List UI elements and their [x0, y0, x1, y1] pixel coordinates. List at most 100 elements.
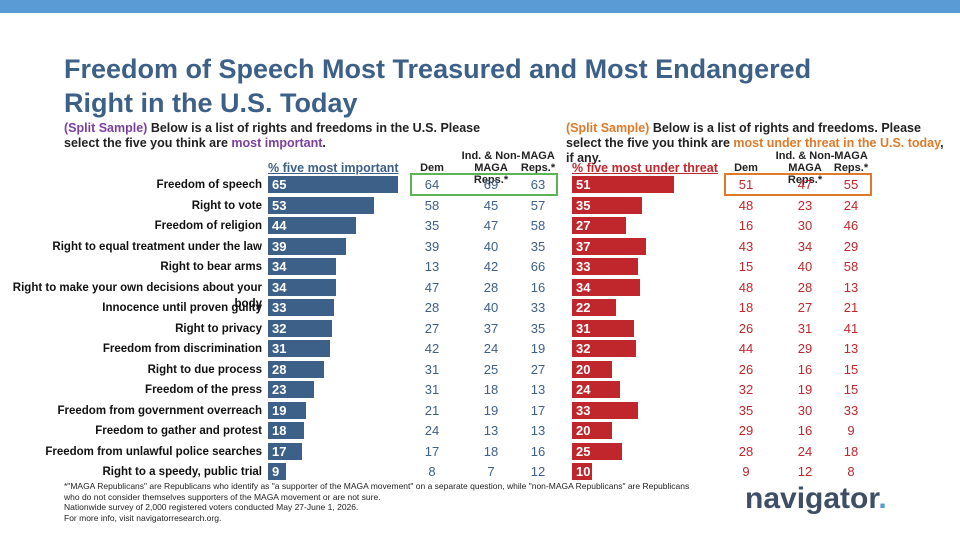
- threat-bar-label-innocence-until-proven-guilty: 22: [576, 300, 591, 315]
- important-bar-label-right-to-make-your-own-decisions-about-your-body: 34: [272, 279, 287, 295]
- row-label-right-to-due-process: Right to due process: [147, 363, 262, 376]
- row-label-right-to-vote: Right to vote: [191, 199, 262, 212]
- threat-ind-nonmaga-value-right-to-privacy: 31: [797, 320, 813, 336]
- important-bar-label-right-to-privacy: 32: [272, 320, 287, 336]
- important-ind-nonmaga-value-right-to-privacy: 37: [483, 320, 499, 336]
- important-maga-value-right-to-equal-treatment-under-the-law: 35: [530, 238, 546, 254]
- important-ind-nonmaga-value-freedom-of-religion: 47: [483, 218, 499, 233]
- threat-maga-value-right-to-vote: 24: [843, 197, 859, 213]
- threat-dem-value-freedom-from-discrimination: 44: [738, 341, 754, 356]
- threat-maga-value-right-to-due-process: 15: [843, 361, 859, 377]
- threat-ind-nonmaga-value-freedom-of-the-press: 19: [797, 382, 813, 397]
- important-dem-value-right-to-vote: 58: [424, 197, 440, 213]
- important-ind-nonmaga-value-freedom-of-speech: 69: [483, 177, 499, 192]
- threat-bar-label-freedom-to-gather-and-protest: 20: [576, 423, 591, 438]
- important-maga-value-right-to-a-speedy-public-trial: 12: [530, 464, 546, 479]
- important-bar-right-to-equal-treatment-under-the-law: [268, 237, 346, 255]
- important-ind-nonmaga-value-innocence-until-proven-guilty: 40: [483, 300, 499, 315]
- threat-dem-value-right-to-vote: 48: [738, 197, 754, 213]
- important-ind-nonmaga-value-right-to-bear-arms: 42: [483, 259, 499, 274]
- threat-bar-label-freedom-of-the-press: 24: [576, 382, 591, 397]
- row-label-freedom-of-speech: Freedom of speech: [156, 179, 262, 191]
- important-maga-value-right-to-privacy: 35: [530, 320, 546, 336]
- threat-maga-value-right-to-make-your-own-decisions-about-your-body: 13: [843, 279, 859, 295]
- threat-dem-value-innocence-until-proven-guilty: 18: [738, 300, 754, 315]
- row-label-freedom-from-discrimination: Freedom from discrimination: [102, 343, 262, 355]
- left-dem-header: Dem: [420, 162, 444, 174]
- threat-ind-nonmaga-value-freedom-from-unlawful-police-searches: 24: [797, 443, 813, 459]
- threat-bar-label-right-to-a-speedy-public-trial: 10: [576, 464, 591, 479]
- important-dem-value-freedom-to-gather-and-protest: 24: [424, 423, 440, 438]
- important-dem-value-freedom-from-unlawful-police-searches: 17: [424, 443, 440, 459]
- important-bar-label-right-to-vote: 53: [272, 197, 287, 213]
- important-ind-nonmaga-value-right-to-equal-treatment-under-the-law: 40: [483, 238, 499, 254]
- threat-dem-value-freedom-of-the-press: 32: [738, 382, 754, 397]
- threat-maga-value-freedom-from-discrimination: 13: [843, 341, 859, 356]
- threat-ind-nonmaga-value-right-to-a-speedy-public-trial: 12: [797, 464, 813, 479]
- threat-bar-label-freedom-of-speech: 51: [576, 177, 591, 192]
- threat-ind-nonmaga-value-right-to-equal-treatment-under-the-law: 34: [797, 238, 813, 254]
- important-maga-value-freedom-of-religion: 58: [530, 218, 546, 233]
- important-ind-nonmaga-value-freedom-from-unlawful-police-searches: 18: [483, 443, 499, 459]
- threat-ind-nonmaga-value-right-to-vote: 23: [797, 197, 813, 213]
- row-label-freedom-from-government-overreach: Freedom from government overreach: [57, 404, 262, 417]
- right-question-highlight: most under threat in the U.S. today: [733, 136, 941, 150]
- footnote-more-info: For more info, visit navigatorresearch.o…: [64, 512, 222, 523]
- left-question-highlight: most important: [231, 136, 323, 150]
- important-dem-value-freedom-of-the-press: 31: [424, 382, 440, 397]
- row-label-freedom-to-gather-and-protest: Freedom to gather and protest: [95, 425, 262, 437]
- right-maga-header: MAGA Reps.*: [833, 150, 869, 174]
- important-dem-value-freedom-from-government-overreach: 21: [424, 402, 440, 418]
- important-dem-value-freedom-of-religion: 35: [424, 218, 440, 233]
- navigator-logo: navigator.: [745, 482, 887, 516]
- threat-ind-nonmaga-value-innocence-until-proven-guilty: 27: [797, 300, 813, 315]
- footnote-survey-info: Nationwide survey of 2,000 registered vo…: [64, 502, 359, 512]
- important-ind-nonmaga-value-right-to-due-process: 25: [483, 361, 499, 377]
- left-question-suffix: .: [322, 136, 326, 150]
- important-maga-value-freedom-of-the-press: 13: [530, 382, 546, 397]
- threat-ind-nonmaga-value-right-to-bear-arms: 40: [797, 259, 813, 274]
- footnote-maga-definition: *"MAGA Republicans" are Republicans who …: [64, 481, 690, 502]
- important-ind-nonmaga-value-right-to-a-speedy-public-trial: 7: [487, 464, 495, 479]
- threat-bar-freedom-of-speech: [572, 176, 674, 193]
- threat-bar-label-freedom-from-unlawful-police-searches: 25: [576, 443, 591, 459]
- important-maga-value-freedom-to-gather-and-protest: 13: [530, 423, 546, 438]
- threat-bar-freedom-from-government-overreach: [572, 401, 638, 419]
- row-label-right-to-equal-treatment-under-the-law: Right to equal treatment under the law: [52, 240, 262, 253]
- threat-ind-nonmaga-value-freedom-of-religion: 30: [797, 218, 813, 233]
- important-bar-label-right-to-equal-treatment-under-the-law: 39: [272, 238, 287, 254]
- row-label-right-to-privacy: Right to privacy: [175, 322, 262, 335]
- important-bar-label-right-to-a-speedy-public-trial: 9: [272, 464, 280, 479]
- right-question-text: (Split Sample) Below is a list of rights…: [566, 121, 946, 166]
- threat-dem-value-freedom-of-religion: 16: [738, 218, 754, 233]
- important-dem-value-innocence-until-proven-guilty: 28: [424, 300, 440, 315]
- threat-maga-value-freedom-of-speech: 55: [843, 177, 859, 192]
- important-dem-value-right-to-due-process: 31: [424, 361, 440, 377]
- row-label-right-to-a-speedy-public-trial: Right to a speedy, public trial: [102, 466, 262, 478]
- threat-bar-innocence-until-proven-guilty: [572, 299, 616, 316]
- important-bar-freedom-to-gather-and-protest: [268, 422, 304, 439]
- threat-bar-freedom-of-religion: [572, 217, 626, 234]
- threat-maga-value-right-to-equal-treatment-under-the-law: 29: [843, 238, 859, 254]
- right-question-suffix: , if any.: [566, 136, 944, 165]
- important-bar-label-innocence-until-proven-guilty: 33: [272, 300, 287, 315]
- threat-dem-value-freedom-to-gather-and-protest: 29: [738, 423, 754, 438]
- important-dem-value-right-to-privacy: 27: [424, 320, 440, 336]
- important-dem-value-right-to-make-your-own-decisions-about-your-body: 47: [424, 279, 440, 295]
- important-ind-nonmaga-value-freedom-from-discrimination: 24: [483, 341, 499, 356]
- threat-dem-value-freedom-of-speech: 51: [738, 177, 754, 192]
- top-accent-bar: [0, 0, 960, 13]
- important-bar-label-right-to-due-process: 28: [272, 361, 287, 377]
- right-question-body: Below is a list of rights and freedoms. …: [566, 121, 921, 150]
- row-label-right-to-make-your-own-decisions-about-your-body: Right to make your own decisions about y…: [12, 281, 262, 310]
- important-bar-innocence-until-proven-guilty: [268, 299, 334, 316]
- important-dem-value-right-to-a-speedy-public-trial: 8: [428, 464, 436, 479]
- important-ind-nonmaga-value-freedom-of-the-press: 18: [483, 382, 499, 397]
- row-label-innocence-until-proven-guilty: Innocence until proven guilty: [102, 302, 262, 314]
- threat-ind-nonmaga-value-right-to-due-process: 16: [797, 361, 813, 377]
- left-ind-header: Ind. & Non-MAGA Reps.*: [461, 150, 521, 186]
- important-maga-value-freedom-of-speech: 63: [530, 177, 546, 192]
- important-bar-right-to-privacy: [268, 319, 332, 337]
- threat-ind-nonmaga-value-freedom-from-discrimination: 29: [797, 341, 813, 356]
- threat-bar-right-to-privacy: [572, 319, 634, 337]
